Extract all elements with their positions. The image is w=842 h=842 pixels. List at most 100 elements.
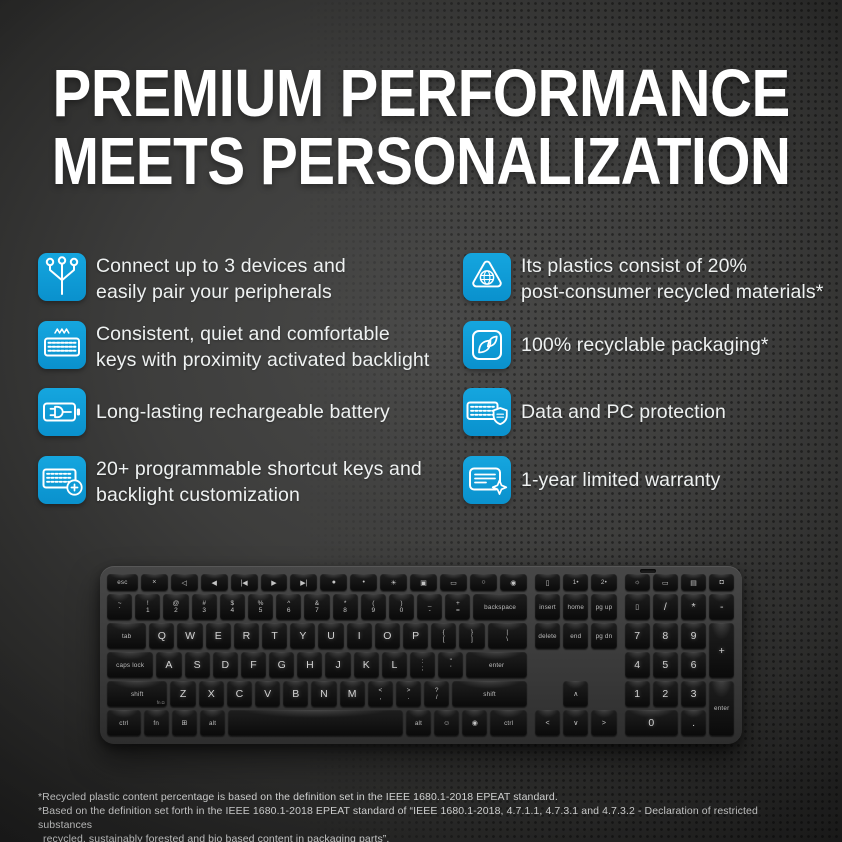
keyboard-key: ⊞	[171, 710, 198, 736]
keyboard-image: esc × ◁ ◀ |◀ ▶ ▶| ● • ☀ ▣ ▭ ○ ◉ ~ `! 1 @2 #3 $4% 5 ^ 6 & 7 * 8(9) 0…	[100, 566, 742, 744]
keyboard-key: ? /	[424, 681, 450, 707]
keyboard-key: ∨	[563, 710, 589, 736]
keyboard-key: _ -	[417, 594, 443, 620]
keyboard-key: 3	[680, 681, 707, 707]
keyboard-key: ◁	[170, 574, 198, 591]
rechargeable-battery-icon	[38, 388, 86, 436]
keyboard-key: ) 0	[388, 594, 415, 620]
keyboard-key: -	[709, 594, 735, 620]
keyboard-key: +	[709, 623, 735, 678]
keyboard-key: 8	[652, 623, 678, 649]
keyboard-key: ◉	[499, 574, 527, 591]
feature-text: Connect up to 3 devices and easily pair y…	[96, 255, 346, 303]
keyboard-key: N	[311, 681, 337, 707]
keyboard-key: 1	[624, 681, 650, 707]
pair-devices-icon	[38, 253, 86, 301]
keyboard-key: 2	[652, 681, 678, 707]
keyboard-key: .	[680, 710, 707, 736]
keyboard-key: <	[535, 710, 561, 736]
keyboard-key: J	[325, 652, 351, 678]
keyboard-main-cluster: esc × ◁ ◀ |◀ ▶ ▶| ● • ☀ ▣ ▭ ○ ◉ ~ `! 1 @2 #3 $4% 5 ^ 6 & 7 * 8(9) 0…	[107, 574, 527, 736]
keyboard-key: | \	[487, 623, 527, 649]
keyboard-key: Z	[170, 681, 196, 707]
keyboard-key: O	[374, 623, 400, 649]
feature-text: Consistent, quiet and comfortable keys wi…	[96, 323, 430, 371]
backlit-keyboard-icon	[38, 321, 86, 369]
keyboard-key: P	[402, 623, 429, 649]
keyboard-key: Y	[290, 623, 316, 649]
keyboard-key: tab	[107, 623, 147, 649]
feature-text: 1-year limited warranty	[521, 469, 721, 491]
keyboard-key: #3	[191, 594, 217, 620]
keyboard-key: @2	[163, 594, 189, 620]
keyboard-key: 2•	[591, 574, 617, 591]
keyboard-key: S	[184, 652, 210, 678]
keyboard-key: K	[353, 652, 379, 678]
keyboard-key: 1•	[563, 574, 589, 591]
recycled-plastics-icon	[463, 253, 511, 301]
keyboard-key: ▶	[260, 574, 288, 591]
keyboard-key: 0	[624, 710, 678, 736]
keyboard-key: $4	[219, 594, 245, 620]
keyboard-key: shift	[452, 681, 527, 707]
hero-title-line2: MEETS PERSONALIZATION	[51, 124, 791, 199]
keyboard-key: E	[205, 623, 231, 649]
keyboard-key: L	[381, 652, 408, 678]
keyboard-indicator-led	[640, 569, 656, 573]
keyboard-key: % 5	[247, 594, 274, 620]
keyboard-key: enter	[709, 681, 735, 736]
keyboard-key: A	[156, 652, 182, 678]
keyboard-key: >	[591, 710, 617, 736]
keyboard-key: home	[563, 594, 589, 620]
keyboard-key: •	[350, 574, 378, 591]
keyboard-key: ▭	[652, 574, 678, 591]
keyboard-key: ●	[320, 574, 348, 591]
keyboard-key: U	[318, 623, 344, 649]
feature-item: Data and PC protection	[463, 388, 726, 436]
keyboard-key: ▣	[410, 574, 438, 591]
feature-text: Data and PC protection	[521, 401, 726, 423]
keyboard-key: H	[297, 652, 323, 678]
keyboard-key: ×	[140, 574, 168, 591]
keyboard-key: ! 1	[135, 594, 161, 620]
feature-item: 100% recyclable packaging*	[463, 321, 769, 369]
keyboard-key: T	[262, 623, 288, 649]
recyclable-packaging-icon	[463, 321, 511, 369]
keyboard-key: <,	[367, 681, 393, 707]
keyboard-key: ◀	[200, 574, 228, 591]
keyboard-key: ▶|	[290, 574, 318, 591]
footnote-2: *Based on the definition set forth in th…	[38, 805, 758, 831]
keyboard-key: " '	[438, 652, 464, 678]
keyboard-key: ▯	[624, 594, 650, 620]
limited-warranty-icon	[463, 456, 511, 504]
keyboard-key: 9	[680, 623, 707, 649]
feature-item: Connect up to 3 devices and easily pair y…	[38, 253, 346, 305]
keyboard-key: F	[240, 652, 267, 678]
keyboard-key: B	[283, 681, 309, 707]
shortcut-keys-icon	[38, 456, 86, 504]
keyboard-key: alt	[200, 710, 226, 736]
keyboard-key: R	[233, 623, 260, 649]
keyboard-key: D	[212, 652, 238, 678]
keyboard-key: 5	[652, 652, 678, 678]
keyboard-key: ctrl	[490, 710, 527, 736]
keyboard-key: pg dn	[591, 623, 617, 649]
keyboard-key: pg up	[591, 594, 617, 620]
feature-text: 100% recyclable packaging*	[521, 334, 769, 356]
keyboard-key: delete	[535, 623, 561, 649]
keyboard-key: ◘	[709, 574, 735, 591]
keyboard-key: ^ 6	[276, 594, 302, 620]
hero-title-line1: PREMIUM PERFORMANCE	[52, 56, 790, 131]
keyboard-key: insert	[535, 594, 561, 620]
keyboard-key: ▤	[680, 574, 707, 591]
keyboard-key: backspace	[473, 594, 527, 620]
keyboard-key: ▭	[440, 574, 467, 591]
keyboard-key: M	[339, 681, 365, 707]
data-protection-icon	[463, 388, 511, 436]
feature-text: 20+ programmable shortcut keys and backli…	[96, 458, 422, 506]
keyboard-key: I	[346, 623, 372, 649]
footnote-2-continued: recycled, sustainably forested and bio b…	[43, 833, 390, 842]
keyboard-key: ☀	[380, 574, 408, 591]
keyboard-key: Q	[149, 623, 175, 649]
keyboard-key: {[	[431, 623, 457, 649]
